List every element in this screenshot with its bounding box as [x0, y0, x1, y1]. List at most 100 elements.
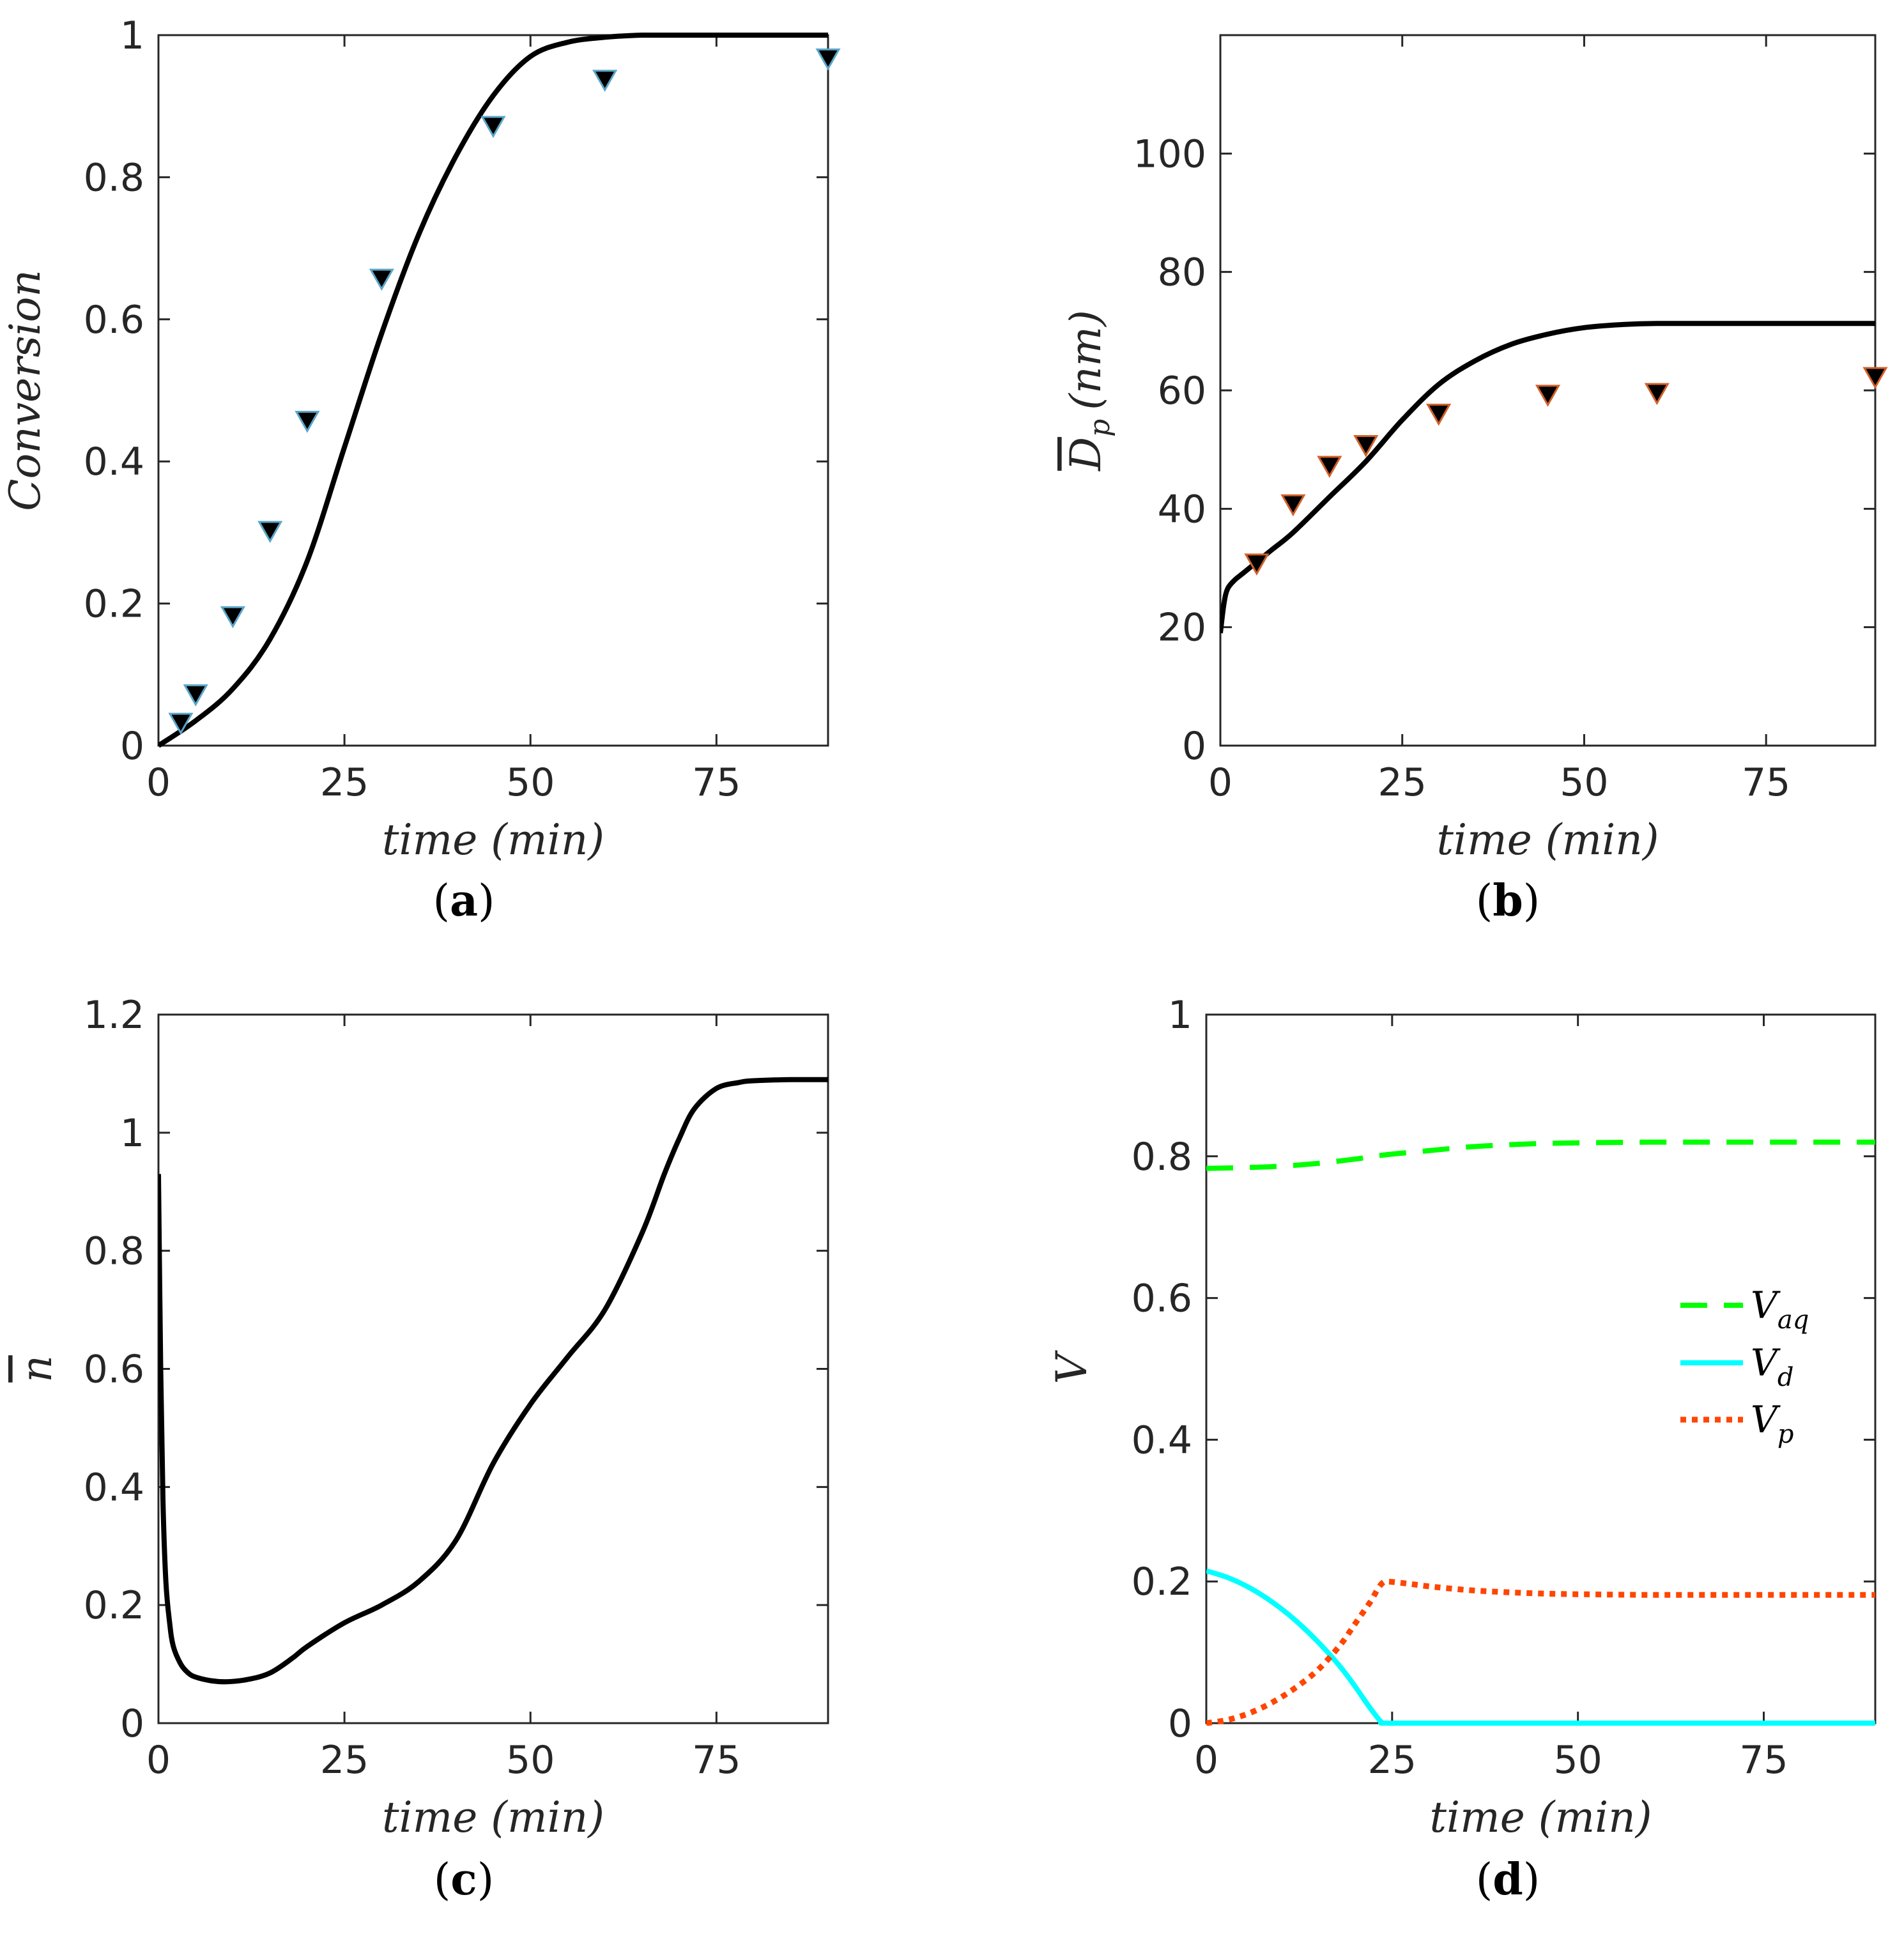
y-tick-label: 1.2 [84, 993, 144, 1038]
caption-paren-open: ( [1476, 1855, 1493, 1905]
legend-label-base: V [1751, 1341, 1781, 1385]
y-tick-label: 0.6 [84, 298, 144, 342]
x-tick-label: 50 [506, 1738, 555, 1783]
x-tick-label: 25 [1378, 760, 1427, 805]
legend-label: Vaq [1751, 1284, 1809, 1335]
y-label-sub: p [1084, 419, 1116, 437]
series-line-model [158, 33, 828, 748]
y-tick-label: 0 [1168, 1701, 1192, 1746]
x-tick-label: 75 [1742, 760, 1790, 805]
data-marker [1280, 494, 1306, 517]
panel-caption: (d) [1476, 1854, 1540, 1905]
y-tick-label: 0.4 [84, 1465, 144, 1510]
panel-caption: (a) [433, 875, 495, 926]
x-tick-label: 0 [1208, 760, 1232, 805]
legend-label-base: V [1751, 1398, 1781, 1441]
legend-label: Vd [1751, 1341, 1794, 1392]
legend-label: Vp [1751, 1398, 1794, 1449]
data-marker [1317, 456, 1342, 479]
caption-paren-close: ) [478, 876, 495, 926]
y-tick-label: 0 [120, 1701, 144, 1746]
y-tick-label: 1 [1168, 993, 1192, 1038]
x-axis-label: time (min) [1430, 1793, 1652, 1842]
data-marker [480, 116, 506, 139]
legend-label-sub: aq [1777, 1305, 1809, 1335]
data-marker [257, 521, 283, 543]
data-marker [220, 606, 246, 629]
data-marker [815, 48, 841, 71]
x-tick-label: 0 [1194, 1738, 1218, 1783]
data-marker [369, 268, 394, 291]
x-tick-label: 25 [320, 760, 369, 805]
caption-letter: b [1493, 875, 1523, 926]
legend-label-sub: d [1777, 1363, 1794, 1392]
panel-caption: (c) [434, 1854, 494, 1905]
x-tick-label: 0 [146, 1738, 171, 1783]
data-marker [1535, 385, 1561, 407]
caption-letter: d [1493, 1854, 1523, 1905]
y-axis-label: Dp (nm) [1061, 310, 1116, 472]
y-tick-label: 60 [1158, 369, 1206, 413]
series-line-v-p [1206, 1578, 1875, 1726]
y-tick-label: 100 [1133, 132, 1206, 176]
x-tick-label: 25 [320, 1738, 369, 1783]
axes-box [157, 34, 829, 747]
panel-c: 0 25 50 75 0 0.2 0.4 0.6 0.8 1 1.2 time (min) n (c) [12, 993, 829, 1905]
y-tick-label: 0.4 [1132, 1418, 1192, 1462]
caption-paren-close: ) [477, 1855, 495, 1905]
panel-caption: (b) [1476, 875, 1540, 926]
x-tick-label: 0 [146, 760, 171, 805]
caption-paren-close: ) [1523, 876, 1540, 926]
y-tick-label: 0.8 [84, 155, 144, 200]
y-axis-label: n [12, 1355, 61, 1383]
x-tick-label: 50 [1553, 1738, 1602, 1783]
y-tick-label: 0 [1182, 724, 1206, 769]
data-marker [1862, 367, 1888, 390]
data-marker [1426, 403, 1452, 426]
y-axis-label: V [1047, 1349, 1096, 1384]
x-tick-label: 75 [692, 760, 741, 805]
y-axis-label: Conversion [1, 270, 50, 511]
y-label-base: n [12, 1355, 61, 1383]
panel-b: 0 25 50 75 0 20 40 60 80 100 time (min) Dp (nm) (b) [1061, 34, 1888, 926]
x-axis-label: time (min) [382, 815, 604, 864]
y-tick-label: 0.2 [1132, 1560, 1192, 1604]
data-marker [1353, 435, 1379, 457]
y-tick-label: 0.8 [84, 1229, 144, 1274]
caption-paren-open: ( [433, 876, 450, 926]
x-tick-label: 50 [1560, 760, 1608, 805]
y-label-unit: (nm) [1061, 310, 1110, 410]
series-line-v-d [1206, 1568, 1875, 1726]
y-tick-label: 20 [1158, 606, 1206, 650]
caption-paren-open: ( [434, 1855, 451, 1905]
caption-paren-close: ) [1523, 1855, 1540, 1905]
y-tick-label: 1 [120, 13, 144, 58]
data-marker [1644, 383, 1670, 406]
axes-box [157, 1013, 829, 1724]
series-line-v-aq [1206, 1139, 1875, 1171]
data-marker [295, 411, 320, 433]
x-axis-label: time (min) [382, 1793, 604, 1842]
y-tick-label: 1 [120, 1111, 144, 1156]
x-tick-label: 75 [692, 1738, 741, 1783]
y-tick-label: 80 [1158, 250, 1206, 295]
caption-letter: c [450, 1854, 477, 1905]
y-tick-label: 40 [1158, 487, 1206, 532]
panel-a: 0 25 50 75 0 0.2 0.4 0.6 0.8 1 time (min) Conversio… [1, 13, 841, 926]
caption-paren-open: ( [1476, 876, 1493, 926]
y-tick-label: 0.6 [1132, 1277, 1192, 1321]
y-tick-label: 0.4 [84, 440, 144, 484]
y-tick-label: 0.6 [84, 1347, 144, 1392]
caption-letter: a [450, 875, 478, 926]
x-tick-label: 50 [506, 760, 555, 805]
y-tick-label: 0.2 [84, 582, 144, 627]
x-axis-label: time (min) [1437, 815, 1659, 864]
y-tick-label: 0.8 [1132, 1135, 1192, 1179]
data-marker [168, 712, 194, 735]
data-marker [592, 70, 618, 92]
x-tick-label: 25 [1368, 1738, 1416, 1783]
y-tick-label: 0.2 [84, 1583, 144, 1628]
data-marker [1244, 553, 1270, 576]
